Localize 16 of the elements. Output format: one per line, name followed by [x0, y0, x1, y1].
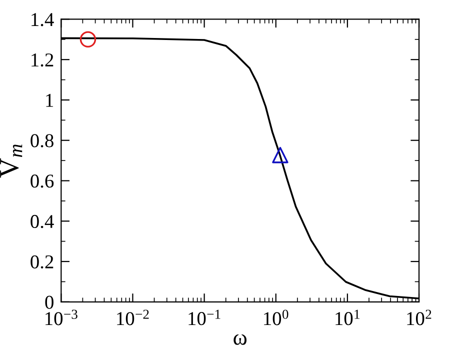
x-tick-label: 10$^{2}$ — [407, 310, 432, 326]
x-tick-label: 10$^{−2}$ — [117, 310, 149, 326]
x-tick-label: 10$^{0}$ — [264, 310, 288, 326]
x-tick-label: 10$^{−3}$ — [46, 310, 78, 326]
y-tick-label: 0 — [45, 296, 54, 309]
y-tick-label: 0.4 — [30, 214, 54, 228]
y-axis-title: V$_{m}$ — [0, 144, 22, 178]
y-tick-label: 0.8 — [30, 134, 54, 148]
y-tick-label: 0.2 — [30, 255, 54, 269]
y-tick-label: 1.2 — [32, 53, 54, 67]
y-tick-label: 0.6 — [30, 174, 54, 188]
x-axis-title: ω — [234, 334, 247, 345]
x-tick-label: 10$^{1}$ — [336, 310, 360, 326]
y-tick-label: 1.4 — [32, 13, 54, 26]
y-tick-label: 1 — [46, 94, 54, 107]
x-tick-label: 10$^{−1}$ — [188, 310, 220, 326]
